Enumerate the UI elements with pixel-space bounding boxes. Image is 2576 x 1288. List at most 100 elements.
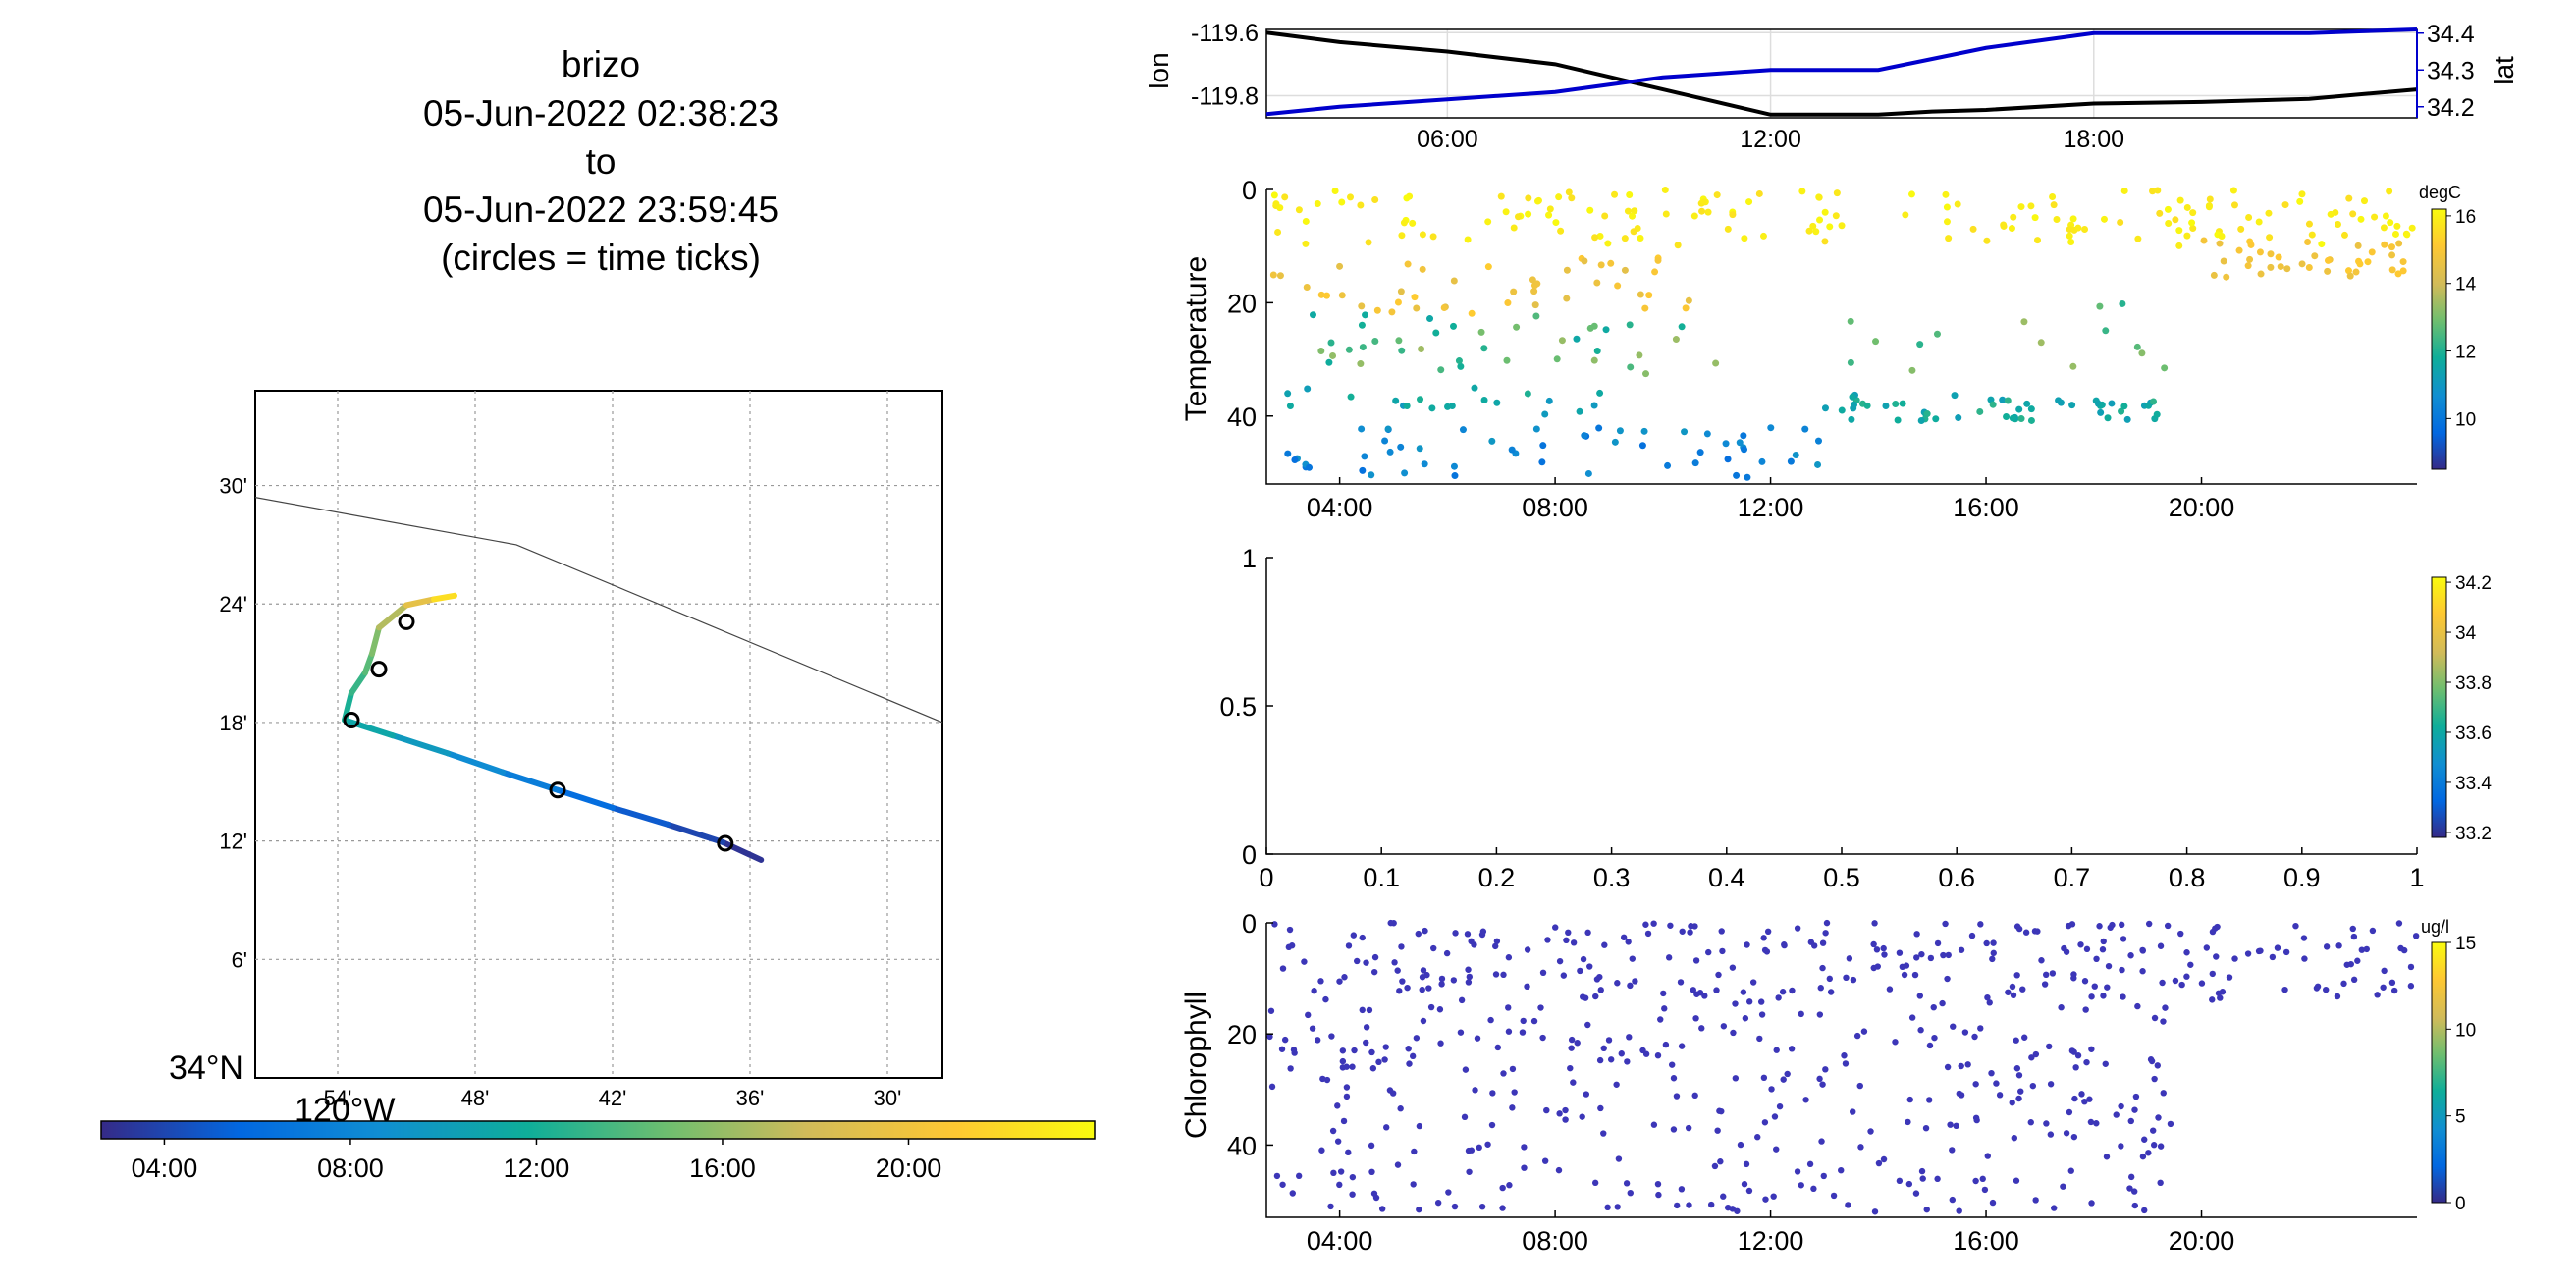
chlorophyll-point	[1366, 1006, 1373, 1014]
temperature-point	[1309, 311, 1316, 319]
chlorophyll-point	[2113, 1111, 2120, 1118]
temperature-point	[1821, 238, 1829, 245]
temperature-point	[1397, 443, 1405, 451]
colorbar-tick-label: 14	[2455, 275, 2477, 295]
temperature-point	[1361, 453, 1368, 460]
temperature-point	[1943, 218, 1951, 226]
chlorophyll-point	[1422, 927, 1428, 935]
title-line-4: 05-Jun-2022 23:59:45	[423, 189, 778, 230]
temperature-point	[1358, 321, 1366, 329]
chlorophyll-point	[1337, 1168, 1345, 1175]
chlorophyll-point	[2354, 957, 2361, 964]
temperature-point	[2361, 197, 2368, 205]
chlorophyll-point	[2067, 1167, 2074, 1174]
temperature-point	[2206, 195, 2214, 203]
temperature-point	[2057, 399, 2065, 406]
time-tick-circle	[398, 613, 415, 630]
chlorophyll-point	[1278, 1046, 1286, 1052]
temperature-point	[2298, 190, 2306, 198]
chlorophyll-point	[1968, 932, 1976, 939]
temperature-point	[1555, 193, 1563, 201]
track-segment	[665, 821, 725, 845]
chlorophyll-point	[1359, 934, 1366, 941]
chlorophyll-point	[2071, 1095, 2078, 1102]
track-segment	[555, 786, 616, 811]
temperature-point	[2156, 209, 2164, 217]
temperature-point	[1563, 266, 1571, 274]
chlorophyll-point	[1562, 1106, 1569, 1114]
chlorophyll-point	[1349, 1173, 1357, 1181]
chlorophyll-point	[1717, 1158, 1724, 1165]
chlorophyll-point	[1430, 944, 1437, 952]
chlorophyll-y-label: Chlorophyll	[1180, 992, 1212, 1139]
temperature-point	[1426, 315, 1434, 323]
temperature-point	[1552, 219, 1560, 227]
x-tick-label: 12:00	[1738, 493, 1804, 522]
temperature-point	[1832, 212, 1840, 220]
temperature-point	[1661, 186, 1669, 193]
temperature-point	[1894, 416, 1902, 424]
chlorophyll-point	[1719, 947, 1726, 955]
temperature-point	[1525, 194, 1532, 202]
chlorophyll-point	[1363, 1024, 1370, 1031]
temperature-point	[2256, 248, 2264, 256]
chlorophyll-point	[1718, 1107, 1725, 1115]
chlorophyll-point	[2078, 1091, 2085, 1098]
chlorophyll-point	[2015, 1072, 2023, 1079]
chlorophyll-point	[1698, 1025, 1705, 1032]
temperature-point	[1838, 222, 1846, 230]
temperature-point	[1373, 306, 1381, 314]
chlorophyll-point	[2349, 925, 2356, 933]
temperature-point	[1607, 259, 1615, 267]
temperature-point	[1403, 402, 1411, 410]
temperature-point	[2388, 243, 2395, 251]
temperature-point	[2074, 224, 2082, 232]
chlorophyll-point	[2369, 927, 2377, 935]
chlorophyll-point	[1363, 959, 1369, 966]
temperature-point	[1678, 323, 1686, 331]
chlorophyll-point	[2019, 986, 2026, 993]
temperature-point	[1345, 346, 1353, 353]
x-tick-label: 20:00	[2169, 493, 2235, 522]
chlorophyll-point	[1539, 969, 1547, 977]
chlorophyll-point	[2314, 983, 2322, 991]
temperature-point	[2189, 209, 2197, 217]
temperature-point	[2346, 272, 2354, 280]
temperature-point	[1295, 206, 1303, 214]
temperature-point	[1814, 460, 1822, 468]
chlorophyll-point	[2042, 971, 2050, 979]
chlorophyll-point	[2081, 1098, 2088, 1105]
temperature-point	[1640, 427, 1648, 435]
x-tick-label: 0.8	[2169, 863, 2206, 892]
chlorophyll-point	[1993, 1080, 2000, 1087]
map-y-tick-label: 6'	[232, 947, 247, 972]
temperature-point	[1651, 268, 1659, 276]
chlorophyll-point	[1541, 1157, 1549, 1164]
chlorophyll-point	[1734, 1208, 1741, 1214]
chlorophyll-point	[1949, 1147, 1956, 1154]
chlorophyll-point	[2131, 1106, 2138, 1113]
chlorophyll-point	[1874, 963, 1881, 970]
chlorophyll-point	[1880, 1155, 1888, 1163]
chlorophyll-point	[1761, 1119, 1769, 1126]
temperature-point	[1565, 188, 1573, 196]
chlorophyll-point	[2281, 986, 2288, 993]
map-x-tick-label: 36'	[736, 1086, 765, 1110]
temperature-point	[2399, 267, 2407, 275]
chlorophyll-point	[2390, 987, 2398, 994]
chlorophyll-point	[2334, 993, 2341, 1000]
chlorophyll-point	[1438, 981, 1445, 988]
chlorophyll-point	[1945, 951, 1952, 959]
temperature-point	[1338, 292, 1346, 299]
chlorophyll-point	[1311, 988, 1317, 994]
chlorophyll-point	[1387, 919, 1394, 927]
chlorophyll-point	[1499, 1184, 1506, 1192]
chlorophyll-point	[1505, 954, 1513, 961]
chlorophyll-point	[2088, 1200, 2095, 1207]
chlorophyll-point	[1322, 995, 1329, 1003]
chlorophyll-point	[2350, 976, 2358, 984]
temperature-point	[1627, 363, 1635, 371]
chlorophyll-point	[1657, 1016, 1664, 1023]
temperature-point	[2120, 402, 2128, 410]
chlorophyll-point	[2159, 979, 2166, 987]
